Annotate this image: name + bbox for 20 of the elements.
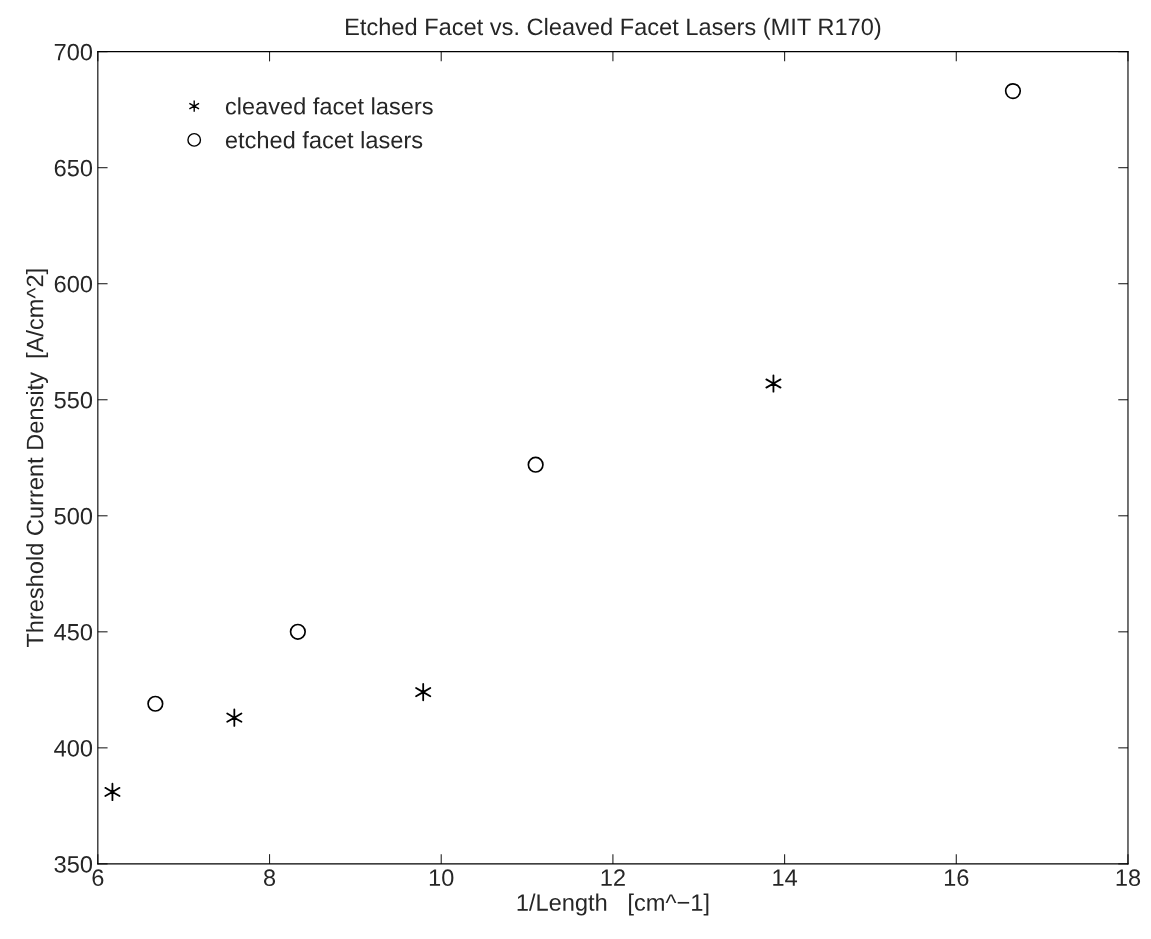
- y-axis-title: Threshold Current Density [A/cm^2]: [26, 269, 49, 648]
- x-axis-title: 1/Length [cm^−1]: [517, 893, 709, 916]
- chart-title: Etched Facet vs. Cleaved Facet Lasers (MIT R170): [346, 17, 881, 40]
- x-tick-label: 14: [773, 869, 798, 886]
- x-tick-label: 6: [92, 869, 104, 887]
- y-tick-label: 500: [54, 507, 93, 525]
- y-tick-label: 550: [54, 391, 93, 409]
- y-tick-label: 450: [54, 623, 93, 641]
- y-tick-label: 350: [54, 855, 93, 873]
- y-tick-label: 700: [54, 43, 93, 61]
- x-tick-label: 16: [944, 869, 969, 887]
- x-tick-label: 12: [601, 869, 625, 886]
- legend-label: cleaved facet lasers: [225, 97, 433, 115]
- y-tick-label: 650: [54, 159, 93, 177]
- y-tick-label: 600: [54, 275, 93, 293]
- x-tick-label: 18: [1116, 869, 1141, 887]
- y-tick-label: 400: [54, 739, 93, 757]
- x-tick-label: 8: [263, 869, 276, 887]
- legend-label: etched facet lasers: [225, 131, 423, 149]
- x-tick-label: 10: [429, 869, 454, 887]
